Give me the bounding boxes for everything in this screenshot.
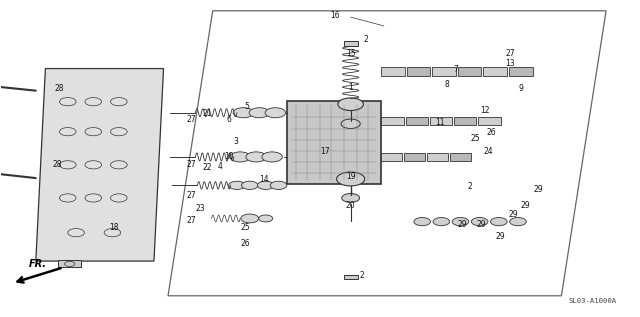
- Text: 1: 1: [348, 83, 353, 92]
- Text: 8: 8: [444, 80, 449, 89]
- Circle shape: [241, 214, 259, 223]
- Text: 15: 15: [346, 49, 355, 58]
- Text: 9: 9: [519, 84, 524, 93]
- Text: 29: 29: [495, 232, 505, 241]
- Text: 29: 29: [521, 201, 531, 210]
- Text: 29: 29: [534, 185, 543, 194]
- Text: 21: 21: [202, 109, 212, 118]
- Text: 20: 20: [346, 201, 355, 210]
- Bar: [454, 117, 476, 125]
- Circle shape: [241, 181, 258, 190]
- Circle shape: [490, 217, 507, 226]
- Bar: [344, 275, 358, 279]
- Text: 5: 5: [244, 102, 249, 111]
- Polygon shape: [36, 68, 164, 261]
- Circle shape: [257, 181, 274, 190]
- Bar: [483, 67, 507, 76]
- Circle shape: [341, 119, 360, 128]
- Text: 25: 25: [241, 223, 250, 232]
- Circle shape: [337, 172, 365, 186]
- Bar: [404, 153, 426, 161]
- Bar: [430, 117, 452, 125]
- Bar: [344, 42, 358, 46]
- Circle shape: [249, 108, 269, 118]
- Bar: [381, 117, 404, 125]
- Bar: [381, 67, 405, 76]
- Text: 14: 14: [260, 176, 269, 184]
- Text: 27: 27: [186, 191, 196, 200]
- Text: 7: 7: [454, 65, 458, 74]
- Text: 27: 27: [186, 160, 196, 169]
- Bar: [478, 117, 500, 125]
- Text: 26: 26: [241, 239, 250, 248]
- Text: 28: 28: [54, 84, 64, 93]
- Text: 29: 29: [476, 220, 486, 229]
- Text: 2: 2: [359, 271, 364, 280]
- Circle shape: [471, 217, 488, 226]
- Text: 27: 27: [186, 115, 196, 125]
- Text: 28: 28: [52, 160, 61, 169]
- Bar: [428, 153, 449, 161]
- Circle shape: [414, 217, 431, 226]
- Text: 25: 25: [470, 134, 480, 143]
- Circle shape: [246, 152, 266, 162]
- Bar: [433, 67, 456, 76]
- Text: 29: 29: [508, 210, 518, 219]
- Text: 2: 2: [364, 35, 369, 44]
- Text: 16: 16: [330, 11, 339, 20]
- Bar: [458, 67, 481, 76]
- Circle shape: [452, 217, 468, 226]
- Circle shape: [509, 217, 526, 226]
- Bar: [58, 261, 81, 267]
- Text: 18: 18: [109, 223, 119, 232]
- Circle shape: [270, 181, 287, 190]
- Text: 11: 11: [435, 118, 445, 127]
- Text: 6: 6: [227, 114, 232, 124]
- Bar: [451, 153, 472, 161]
- Text: 29: 29: [458, 220, 467, 229]
- Text: 2: 2: [468, 182, 472, 191]
- Text: 17: 17: [320, 147, 330, 156]
- Text: SL03-A1000A: SL03-A1000A: [569, 298, 617, 304]
- Bar: [407, 67, 430, 76]
- Circle shape: [230, 152, 250, 162]
- Text: 3: 3: [233, 137, 238, 146]
- Bar: [287, 101, 381, 184]
- Text: 13: 13: [506, 59, 515, 68]
- Text: 26: 26: [486, 128, 496, 137]
- Circle shape: [433, 217, 450, 226]
- Bar: [381, 153, 403, 161]
- Text: 23: 23: [196, 204, 205, 213]
- Text: 12: 12: [480, 106, 490, 115]
- Text: 4: 4: [218, 162, 222, 171]
- Circle shape: [259, 215, 273, 222]
- Circle shape: [338, 98, 364, 111]
- Circle shape: [228, 181, 245, 190]
- Text: 27: 27: [186, 217, 196, 225]
- Text: 27: 27: [506, 49, 515, 58]
- Circle shape: [233, 108, 253, 118]
- Bar: [406, 117, 428, 125]
- Text: FR.: FR.: [29, 259, 47, 269]
- Bar: [509, 67, 532, 76]
- Text: 10: 10: [225, 152, 234, 161]
- Text: 22: 22: [202, 163, 212, 172]
- Circle shape: [262, 152, 282, 162]
- Text: 19: 19: [346, 172, 355, 181]
- Circle shape: [265, 108, 285, 118]
- Text: 24: 24: [483, 147, 493, 156]
- Circle shape: [342, 194, 360, 202]
